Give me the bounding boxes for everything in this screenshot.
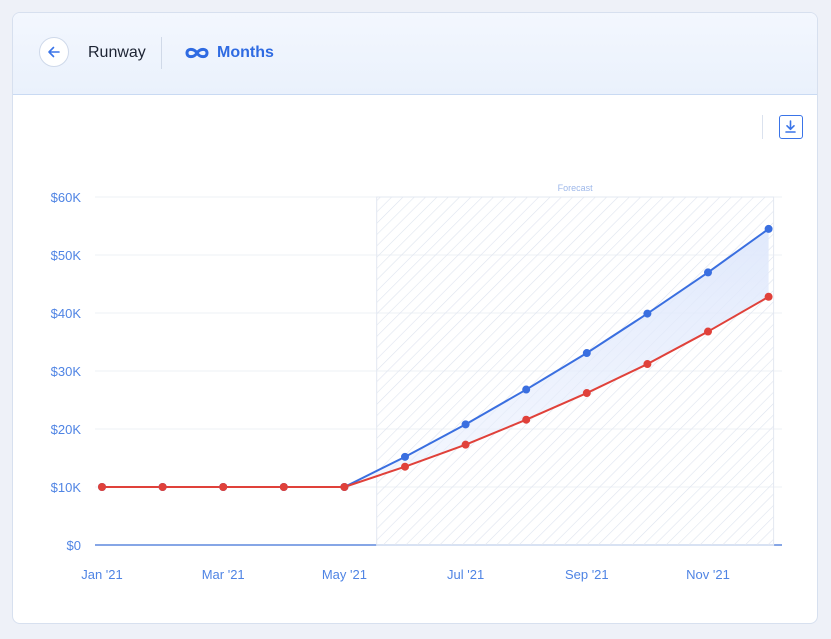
series-2-point[interactable] (522, 415, 531, 424)
months-label: Months (217, 44, 274, 61)
header-divider (161, 37, 162, 69)
months-toggle[interactable]: Months (183, 41, 274, 65)
series-2-point[interactable] (764, 292, 773, 301)
x-tick-label: Jul '21 (447, 567, 484, 582)
series-2-point[interactable] (279, 483, 288, 491)
series-2-point[interactable] (704, 327, 712, 336)
y-tick-label: $10K (51, 480, 82, 495)
series-1-point[interactable] (643, 309, 652, 318)
series-2-point[interactable] (340, 483, 349, 491)
series-1-point[interactable] (582, 349, 591, 358)
toolbar-divider (762, 115, 763, 139)
series-2-point[interactable] (582, 389, 591, 398)
series-1-point[interactable] (401, 452, 409, 461)
series-1-point[interactable] (461, 420, 470, 429)
y-tick-label: $30K (51, 364, 82, 379)
y-tick-label: $20K (51, 422, 82, 437)
series-2-point[interactable] (98, 483, 106, 491)
y-tick-label: $0 (67, 538, 81, 553)
x-tick-label: Sep '21 (565, 567, 609, 582)
series-2-point[interactable] (219, 483, 228, 491)
y-tick-label: $40K (51, 306, 82, 321)
card-header: Runway Months (13, 13, 817, 95)
series-1-point[interactable] (764, 224, 773, 233)
x-tick-label: May '21 (322, 567, 367, 582)
y-tick-label: $60K (51, 190, 82, 205)
infinity-icon (185, 47, 209, 59)
x-tick-label: Nov '21 (686, 567, 730, 582)
arrow-left-icon (48, 46, 60, 58)
series-gap-fill (102, 228, 769, 487)
x-tick-label: Mar '21 (202, 567, 245, 582)
x-tick-label: Jan '21 (81, 567, 123, 582)
download-icon (785, 120, 796, 133)
series-2-line (102, 295, 770, 488)
download-button[interactable] (779, 115, 803, 139)
series-1-point[interactable] (522, 385, 531, 394)
series-2-point[interactable] (643, 360, 652, 369)
page-title: Runway (88, 44, 146, 61)
series-2-point[interactable] (158, 483, 167, 491)
y-tick-label: $50K (51, 248, 82, 263)
series-1-point[interactable] (704, 268, 712, 277)
forecast-label: Forecast (558, 183, 594, 193)
series-2-point[interactable] (461, 440, 470, 449)
series-2-point[interactable] (401, 462, 409, 471)
back-button[interactable] (39, 37, 69, 67)
